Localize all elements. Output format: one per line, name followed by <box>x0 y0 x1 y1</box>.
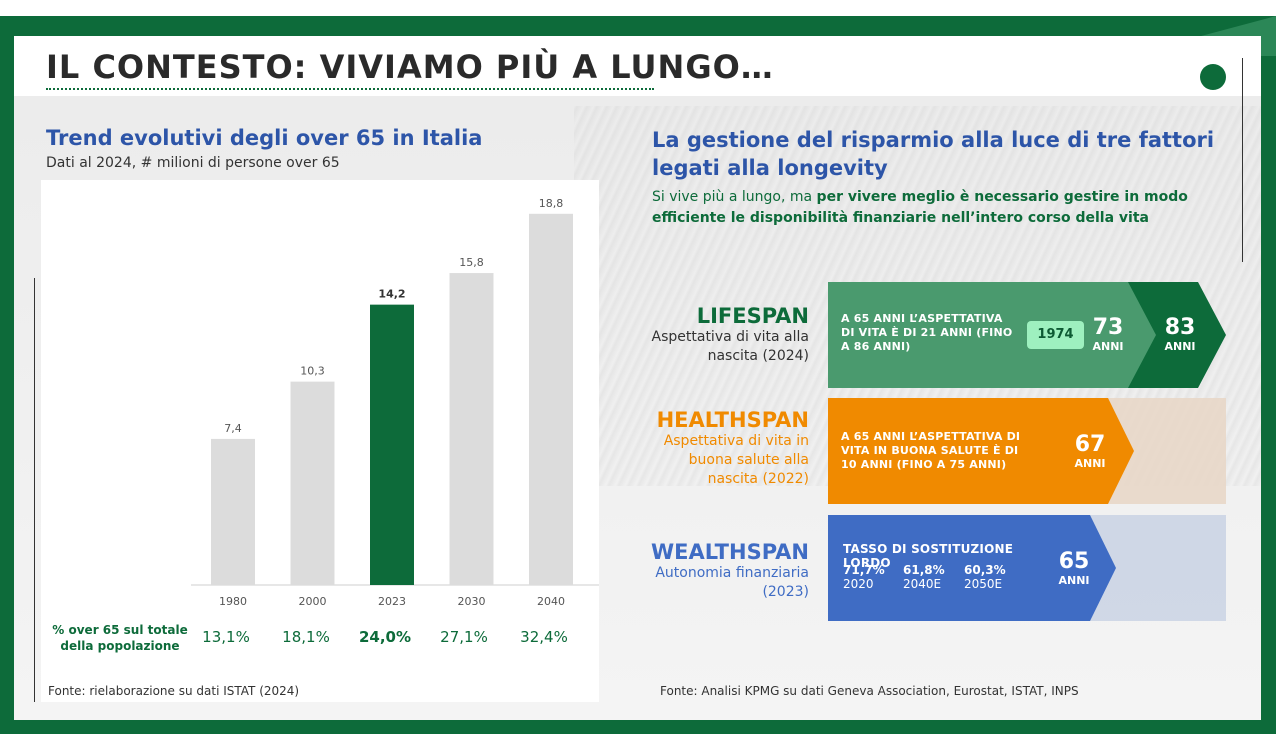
lifespan-value-2: 83 ANNI <box>1156 316 1204 354</box>
healthspan-desc: Aspettativa di vita in buona salute alla… <box>663 433 809 487</box>
wealthspan-pct-2040: 61,8% <box>903 563 945 577</box>
chart-title: Trend evolutivi degli over 65 in Italia <box>46 126 483 150</box>
x-tick-label-1980: 1980 <box>219 595 247 608</box>
wealthspan-num: 65 <box>1058 549 1090 574</box>
wealthspan-item-2050: 60,3% 2050E <box>964 563 1006 591</box>
bar-value-label-2023: 14,2 <box>378 288 405 301</box>
wealthspan-pct-2020: 71,7% <box>843 563 885 577</box>
pct-value-2040: 32,4% <box>520 628 568 646</box>
bar-value-label-2030: 15,8 <box>459 256 484 269</box>
wealthspan-pct-2050: 60,3% <box>964 563 1006 577</box>
divider-line-left <box>34 278 35 702</box>
bar-chart: 7,4 1980 10,3 2000 14,2 2023 15,8 2030 18,8 2040 <box>191 197 599 608</box>
healthspan-num: 67 <box>1074 432 1106 457</box>
healthspan-name: HEALTHSPAN <box>656 408 809 432</box>
lifespan-unit-1: ANNI <box>1092 340 1124 353</box>
lifespan-value-1: 73 ANNI <box>1086 316 1130 354</box>
wealthspan-desc: Autonomia finanziaria (2023) <box>655 565 809 600</box>
source-left: Fonte: rielaborazione su dati ISTAT (202… <box>48 684 300 698</box>
lifespan-desc: Aspettativa di vita alla nascita (2024) <box>651 329 809 364</box>
wealthspan-value: 65 ANNI <box>1052 550 1096 588</box>
right-description-bold: per vivere meglio è necessario gestire i… <box>652 189 1188 226</box>
right-title: La gestione del risparmio alla luce di t… <box>652 128 1215 180</box>
bar-2030 <box>449 273 494 585</box>
x-tick-label-2030: 2030 <box>458 595 486 608</box>
bar-1980 <box>211 438 255 585</box>
source-right: Fonte: Analisi KPMG su dati Geneva Assoc… <box>660 684 1079 698</box>
healthspan-band-text: A 65 ANNI L’ASPETTATIVA DI VITA IN BUONA… <box>841 430 1021 471</box>
lifespan-unit-2: ANNI <box>1164 340 1196 353</box>
pct-value-2030: 27,1% <box>440 628 488 646</box>
healthspan-band <box>828 398 1226 504</box>
wealthspan-year-2050: 2050E <box>964 577 1003 591</box>
bar-2000 <box>290 381 335 585</box>
lifespan-name: LIFESPAN <box>696 304 809 328</box>
chart-subtitle: Dati al 2024, # milioni di persone over … <box>46 155 340 171</box>
chart-area: 7,4 1980 10,3 2000 14,2 2023 15,8 2030 18,8 2040 <box>41 180 599 702</box>
title-underline <box>46 88 654 90</box>
pct-value-2023: 24,0% <box>358 628 412 646</box>
bar-2023 <box>370 304 414 585</box>
lifespan-band <box>828 282 1226 388</box>
wealthspan-unit: ANNI <box>1058 574 1090 587</box>
wealthspan-item-2040: 61,8% 2040E <box>903 563 945 591</box>
slide: IL CONTESTO: VIVIAMO PIÙ A LUNGO… Trend … <box>14 36 1261 720</box>
wealthspan-name: WEALTHSPAN <box>651 540 809 564</box>
lifespan-label: LIFESPAN Aspettativa di vita alla nascit… <box>634 304 809 366</box>
wealthspan-year-2020: 2020 <box>843 577 874 591</box>
healthspan-value: 67 ANNI <box>1068 433 1112 471</box>
wealthspan-band <box>828 515 1226 621</box>
bar-2040 <box>529 213 573 586</box>
pct-value-1980: 13,1% <box>202 628 250 646</box>
healthspan-unit: ANNI <box>1074 457 1106 470</box>
x-tick-label-2040: 2040 <box>537 595 565 608</box>
divider-line-right <box>1242 58 1243 262</box>
green-dot-icon <box>1200 64 1226 90</box>
right-description-plain: Si vive più a lungo, ma <box>652 189 817 205</box>
wealthspan-label: WEALTHSPAN Autonomia finanziaria (2023) <box>634 540 809 602</box>
lifespan-band-text: A 65 ANNI L’ASPETTATIVA DI VITA È DI 21 … <box>841 312 1013 353</box>
bar-value-label-2000: 10,3 <box>300 365 325 378</box>
page-title: IL CONTESTO: VIVIAMO PIÙ A LUNGO… <box>46 48 774 86</box>
lifespan-year-badge: 1974 <box>1027 321 1084 349</box>
bar-value-label-2040: 18,8 <box>539 197 564 210</box>
wealthspan-year-2040: 2040E <box>903 577 942 591</box>
right-description: Si vive più a lungo, ma per vivere megli… <box>652 187 1252 229</box>
wealthspan-item-2020: 71,7% 2020 <box>843 563 885 591</box>
wealthspan-band-text: TASSO DI SOSTITUZIONE LORDO <box>843 542 1014 570</box>
lifespan-num-2: 83 <box>1164 315 1196 340</box>
pct-row-label: % over 65 sul totale della popolazione <box>52 623 188 653</box>
lifespan-num-1: 73 <box>1092 315 1124 340</box>
x-tick-label-2000: 2000 <box>299 595 327 608</box>
bar-value-label-1980: 7,4 <box>224 422 242 435</box>
healthspan-label: HEALTHSPAN Aspettativa di vita in buona … <box>634 408 809 489</box>
x-tick-label-2023: 2023 <box>378 595 406 608</box>
pct-value-2000: 18,1% <box>282 628 330 646</box>
